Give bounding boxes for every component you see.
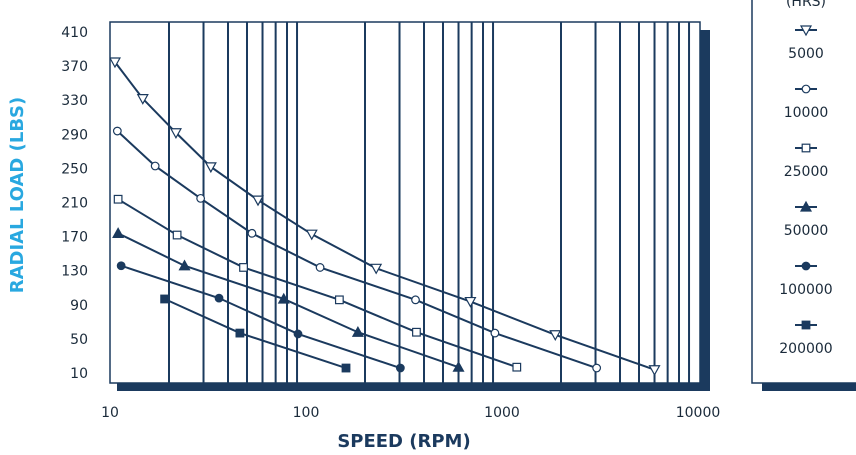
marker [370,263,383,275]
marker [277,292,290,304]
marker [512,362,522,372]
y-tick-label: 50 [70,332,88,348]
plot-area [109,21,701,384]
marker [150,161,160,171]
x-tick-label: 100 [293,405,320,421]
legend-label: 50000 [784,223,829,239]
marker [160,294,170,304]
y-axis-label: RADIAL LOAD (LBS) [7,97,28,294]
legend-label: 10000 [784,105,829,121]
marker [235,328,245,338]
legend-label: 25000 [784,164,829,180]
marker [247,228,257,238]
legend-title: (HRS) [786,0,826,10]
legend-box [751,0,856,384]
marker [204,162,217,174]
y-tick-label: 210 [61,196,88,212]
marker [239,263,248,272]
marker [412,327,421,337]
x-tick-label: 1000 [484,405,520,421]
marker [136,94,149,105]
y-tick-label: 10 [70,366,88,382]
x-tick-label: 10 [101,405,119,421]
y-tick-label: 410 [61,25,88,41]
marker [169,128,182,139]
legend-label: 100000 [779,282,832,298]
series-line [116,130,597,369]
marker [351,325,364,337]
plot-layer [110,22,691,383]
marker [411,295,420,305]
legend-marker [801,261,811,271]
y-tick-label: 170 [61,230,88,246]
marker [112,126,122,136]
marker [490,328,500,338]
series-line [114,61,655,371]
marker [315,263,325,272]
marker [113,194,123,204]
x-axis-label: SPEED (RPM) [337,431,470,452]
marker [648,365,661,376]
series-line [120,264,401,369]
marker [464,296,477,308]
y-tick-label: 290 [61,127,88,143]
marker [293,329,303,339]
marker [116,261,126,271]
marker [592,363,602,373]
legend-label: 200000 [779,341,832,357]
legend-marker [801,320,811,330]
legend-marker [801,84,811,94]
marker [452,360,465,372]
marker [251,195,265,207]
legend-label: 5000 [788,46,824,62]
y-tick-label: 330 [61,93,88,109]
marker [341,363,351,373]
legend-marker [801,143,811,153]
marker [334,295,344,305]
marker [112,227,125,238]
legend-marker [799,25,813,37]
marker [196,193,206,203]
legend-marker [799,200,813,212]
marker [110,57,121,69]
y-tick-label: 130 [61,264,88,280]
marker [395,363,405,373]
y-tick-label: 90 [70,298,88,314]
x-tick-label: 10000 [676,405,721,421]
y-tick-label: 370 [61,59,88,75]
y-tick-label: 250 [61,161,88,177]
marker [549,330,562,342]
marker [305,229,318,241]
marker [172,230,182,240]
marker [178,259,191,271]
series-line [117,198,518,369]
marker [214,293,224,303]
